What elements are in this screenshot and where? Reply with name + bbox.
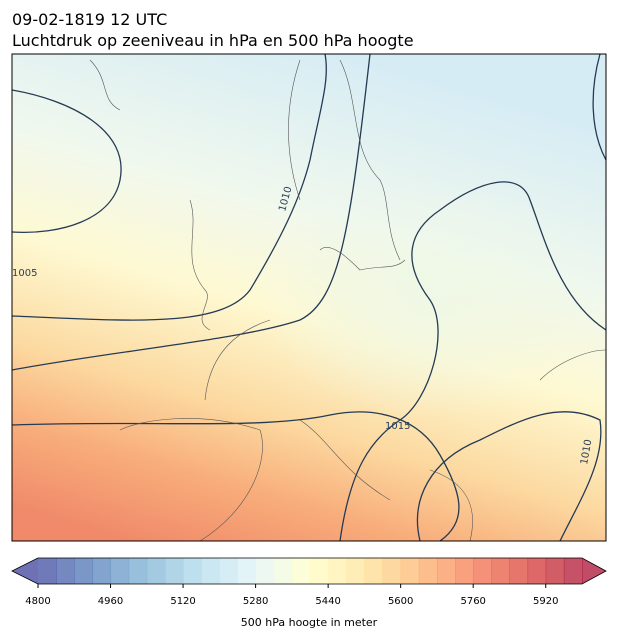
colorbar-band	[74, 558, 93, 584]
coastlines	[89, 59, 606, 541]
colorbar-band	[328, 558, 347, 584]
colorbar-band	[509, 558, 529, 584]
subtitle: Luchtdruk op zeeniveau in hPa en 500 hPa…	[12, 31, 414, 50]
colorbar-band	[219, 558, 238, 584]
colorbar-tick-label: 5120	[170, 596, 195, 607]
colorbar-tick-label: 4960	[98, 596, 123, 607]
colorbar-tick-label: 5760	[460, 596, 485, 607]
colorbar-band	[436, 558, 456, 584]
colorbar-band	[364, 558, 384, 584]
colorbar-tick-label: 5920	[533, 596, 558, 607]
colorbar-band	[473, 558, 492, 584]
colorbar-band	[291, 558, 311, 584]
colorbar-band	[92, 558, 112, 584]
colorbar-band	[400, 558, 420, 584]
map	[12, 54, 606, 541]
contour-label: 1015	[385, 421, 410, 432]
colorbar-band	[146, 558, 166, 584]
colorbar-band	[491, 558, 510, 584]
title: 09-02-1819 12 UTC	[12, 10, 167, 29]
colorbar-tick-label: 5600	[388, 596, 413, 607]
colorbar-extend	[12, 558, 38, 584]
colorbar-tick-label: 5280	[243, 596, 268, 607]
colorbar-band	[455, 558, 474, 584]
colorbar-band	[346, 558, 365, 584]
colorbar-band	[38, 558, 57, 584]
colorbar-band	[255, 558, 275, 584]
colorbar-tick-label: 4800	[25, 596, 50, 607]
colorbar-label: 500 hPa hoogte in meter	[241, 616, 378, 629]
colorbar-band	[382, 558, 402, 584]
colorbar-band	[164, 558, 184, 584]
map-frame	[11, 53, 607, 542]
colorbar-band	[183, 558, 202, 584]
colorbar-band	[273, 558, 293, 584]
colorbar-band	[110, 558, 130, 584]
colorbar-band	[418, 558, 438, 584]
colorbar-band	[128, 558, 148, 584]
colorbar-band	[545, 558, 565, 584]
contour-label: 1010	[579, 439, 594, 466]
colorbar-outline	[11, 557, 607, 585]
colorbar-band	[310, 558, 329, 584]
colorbar-band	[201, 558, 220, 584]
colorbar-band	[563, 558, 583, 584]
colorbar: 4800 4960 5120 5280 5440 5600 5760 5920	[11, 557, 607, 607]
contour-label: 1005	[12, 268, 37, 279]
colorbar-extend	[582, 558, 606, 584]
isobars	[12, 54, 606, 541]
colorbar-band	[237, 558, 257, 584]
colorbar-band	[527, 558, 547, 584]
colorbar-tick-label: 5440	[315, 596, 340, 607]
colorbar-band	[56, 558, 75, 584]
